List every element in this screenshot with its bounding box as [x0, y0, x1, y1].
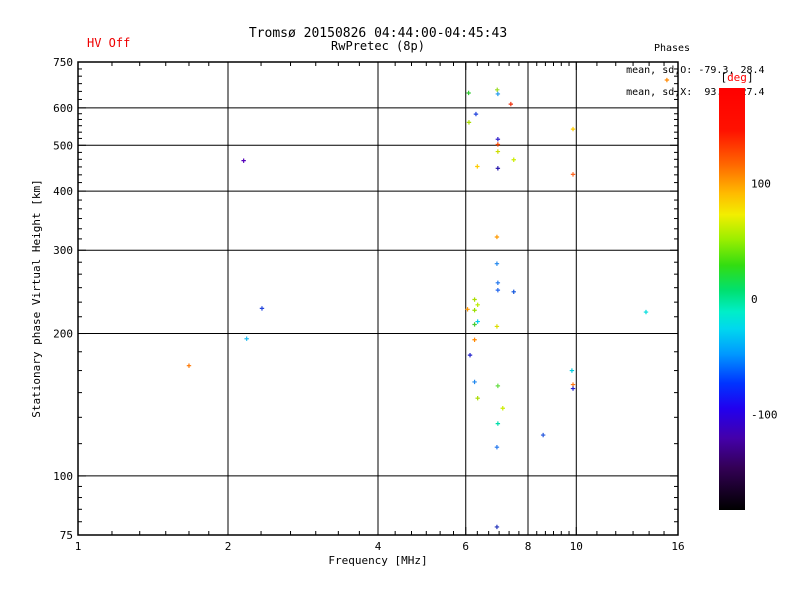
- scatter-point: [495, 91, 501, 97]
- scatter-point: [472, 337, 477, 342]
- x-tick-label: 1: [75, 540, 82, 553]
- scatter-point: [466, 90, 471, 96]
- x-tick-label: 10: [570, 540, 583, 553]
- scatter-point: [465, 307, 470, 312]
- x-tick-label: 4: [375, 540, 382, 553]
- scatter-point: [495, 280, 501, 286]
- axis-ticks: [77, 61, 679, 536]
- y-tick-label: 500: [53, 139, 73, 152]
- grid-lines: [78, 62, 678, 535]
- colorbar-tick-label: -100: [751, 408, 778, 421]
- scatter-point: [570, 172, 576, 177]
- x-tick-label: 6: [462, 540, 469, 553]
- scatter-point: [569, 368, 575, 373]
- y-tick-label: 75: [60, 529, 73, 542]
- scatter-point: [643, 309, 649, 315]
- scatter-point: [495, 166, 501, 171]
- scatter-point: [475, 395, 480, 401]
- scatter-point: [494, 324, 500, 329]
- scatter-point: [494, 261, 500, 266]
- tick-labels: 1 2 4 6 8 10 16 75 100 200 300 400 500 600 750: [53, 56, 685, 553]
- y-tick-label: 750: [53, 56, 73, 69]
- colorbar-tick-label: 100: [751, 178, 771, 191]
- scatter-point: [472, 322, 477, 327]
- scatter-point: [664, 77, 670, 83]
- y-tick-label: 400: [53, 185, 73, 198]
- scatter-point: [475, 164, 480, 169]
- x-tick-label: 8: [525, 540, 532, 553]
- y-tick-label: 300: [53, 244, 73, 257]
- y-tick-label: 600: [53, 102, 73, 115]
- scatter-point: [466, 120, 472, 125]
- scatter-point: [494, 444, 500, 450]
- scatter-point: [472, 308, 477, 313]
- scatter-point: [467, 352, 473, 358]
- scatter-point: [495, 137, 501, 142]
- y-axis-title: Stationary phase Virtual Height [km]: [30, 179, 43, 417]
- scatter-point: [500, 406, 505, 411]
- x-axis-title: Frequency [MHz]: [328, 554, 427, 567]
- scatter-point: [495, 87, 500, 93]
- y-tick-label: 200: [53, 328, 73, 341]
- scatter-point: [494, 234, 500, 240]
- scatter-point: [495, 142, 501, 147]
- plot-title: Tromsø 20150826 04:44:00-04:45:43: [248, 26, 508, 41]
- scatter-point: [570, 126, 576, 132]
- scatter-point: [570, 382, 576, 387]
- y-tick-label: 100: [53, 470, 73, 483]
- scatter-point: [495, 421, 501, 426]
- scatter-points: [186, 77, 670, 530]
- colorbar-title: [deg]: [720, 71, 753, 84]
- x-tick-label: 2: [225, 540, 232, 553]
- scatter-point: [495, 383, 501, 389]
- scatter-point: [472, 297, 477, 302]
- hv-status: HV Off: [87, 36, 131, 50]
- x-tick-label: 16: [671, 540, 684, 553]
- scatter-point: [495, 287, 501, 293]
- scatter-point: [495, 149, 501, 154]
- scatter-point: [472, 379, 477, 385]
- phase-stats-heading: Phases: [653, 43, 691, 54]
- scatter-point: [570, 386, 576, 391]
- colorbar: [719, 88, 745, 510]
- scatter-point: [186, 363, 192, 368]
- colorbar-tick-label: 0: [751, 293, 758, 306]
- scatter-point: [259, 306, 265, 311]
- scatter-point: [475, 319, 480, 324]
- scatter-point: [511, 289, 516, 295]
- scatter-point: [494, 524, 500, 530]
- scatter-point: [540, 432, 546, 438]
- scatter-point: [508, 101, 514, 107]
- scatter-point: [241, 158, 246, 163]
- scatter-point: [511, 157, 516, 162]
- plot-subtitle: RwPretec (8p): [331, 39, 425, 53]
- scatter-point: [244, 336, 249, 341]
- scatter-point: [473, 111, 479, 117]
- scatter-point: [475, 302, 480, 308]
